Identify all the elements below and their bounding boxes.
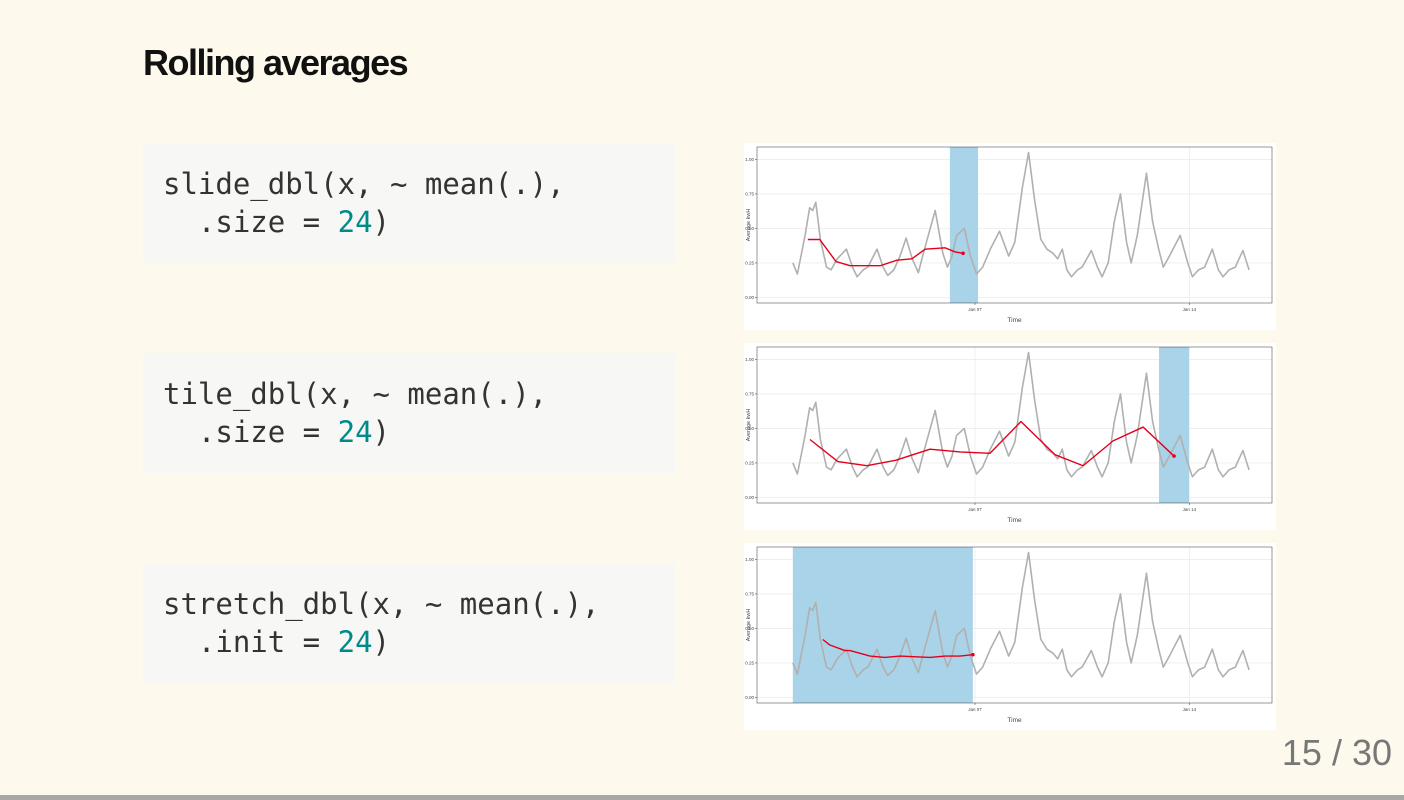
- panel-border: [756, 146, 1273, 304]
- series-line: [792, 151, 1250, 278]
- series-line: [792, 351, 1250, 478]
- y-tick-label: 0.25: [745, 461, 754, 466]
- x-axis-title: Time: [1007, 517, 1022, 524]
- end-point: [961, 251, 965, 256]
- code-text: ): [372, 625, 390, 659]
- code-text: ): [372, 415, 390, 449]
- code-number: 24: [337, 415, 373, 449]
- code-text: .init =: [163, 625, 338, 659]
- y-axis-title: Average kwH: [746, 209, 752, 242]
- code-line: slide_dbl(x, ~ mean(.),: [163, 167, 565, 201]
- panel-border: [756, 346, 1273, 504]
- y-tick-label: 0.00: [745, 295, 754, 300]
- y-tick-label: 0.25: [745, 261, 754, 266]
- x-tick-label: Jan 07: [968, 307, 982, 312]
- chart: 0.00 0.25 0.50 0.75 1.00 Jan 07 Jan 14 Time Aver…: [744, 343, 1276, 530]
- code-line: stretch_dbl(x, ~ mean(.),: [163, 587, 600, 621]
- end-point: [971, 652, 975, 657]
- code-number: 24: [337, 625, 373, 659]
- y-tick-label: 1.00: [745, 557, 754, 562]
- code-line: tile_dbl(x, ~ mean(.),: [163, 377, 548, 411]
- x-axis-title: Time: [1007, 317, 1022, 324]
- code-block: stretch_dbl(x, ~ mean(.), .init = 24): [143, 563, 675, 683]
- window: [1159, 347, 1190, 503]
- x-axis-title: Time: [1007, 717, 1022, 724]
- series-line: [822, 638, 973, 659]
- code-text: .size =: [163, 205, 338, 239]
- y-tick-label: 0.00: [745, 495, 754, 500]
- x-tick-label: Jan 14: [1183, 507, 1197, 512]
- window: [949, 147, 979, 303]
- x-tick-label: Jan 07: [968, 507, 982, 512]
- chart: 0.00 0.25 0.50 0.75 1.00 Jan 07 Jan 14 Time Aver…: [744, 143, 1276, 330]
- y-axis-title: Average kwH: [746, 609, 752, 642]
- progress-bar: [0, 795, 1404, 800]
- x-tick-label: Jan 14: [1183, 707, 1197, 712]
- y-tick-label: 1.00: [745, 357, 754, 362]
- code-text: .size =: [163, 415, 338, 449]
- y-tick-label: 0.75: [745, 192, 754, 197]
- y-tick-label: 0.75: [745, 592, 754, 597]
- y-tick-label: 0.50: [745, 426, 754, 431]
- end-point: [1172, 454, 1176, 458]
- y-tick-label: 0.50: [745, 226, 754, 231]
- x-tick-label: Jan 07: [968, 707, 982, 712]
- panel-border: [756, 546, 1273, 704]
- series-line: [809, 420, 1175, 467]
- chart: 0.00 0.25 0.50 0.75 1.00 Jan 07 Jan 14 Time Aver…: [744, 543, 1276, 730]
- y-tick-label: 0.50: [745, 626, 754, 631]
- y-axis-title: Average kwH: [746, 409, 752, 442]
- code-number: 24: [337, 205, 373, 239]
- page-number: 15 / 30: [1281, 732, 1392, 773]
- x-tick-label: Jan 14: [1183, 307, 1197, 312]
- y-tick-label: 0.00: [745, 695, 754, 700]
- series-line: [792, 551, 1250, 678]
- slide-title: Rolling averages: [143, 42, 409, 83]
- y-tick-label: 1.00: [745, 157, 754, 162]
- y-tick-label: 0.75: [745, 392, 754, 397]
- code-text: ): [372, 205, 390, 239]
- charts: 0.00 0.25 0.50 0.75 1.00 Jan 07 Jan 14 Time Aver…: [744, 143, 1276, 730]
- y-tick-label: 0.25: [745, 661, 754, 666]
- code-block: tile_dbl(x, ~ mean(.), .size = 24): [143, 353, 675, 473]
- code-block: slide_dbl(x, ~ mean(.), .size = 24): [143, 143, 675, 263]
- chart-background: [744, 143, 1276, 330]
- window: [792, 547, 973, 703]
- series-line: [807, 238, 964, 267]
- chart-background: [744, 343, 1276, 530]
